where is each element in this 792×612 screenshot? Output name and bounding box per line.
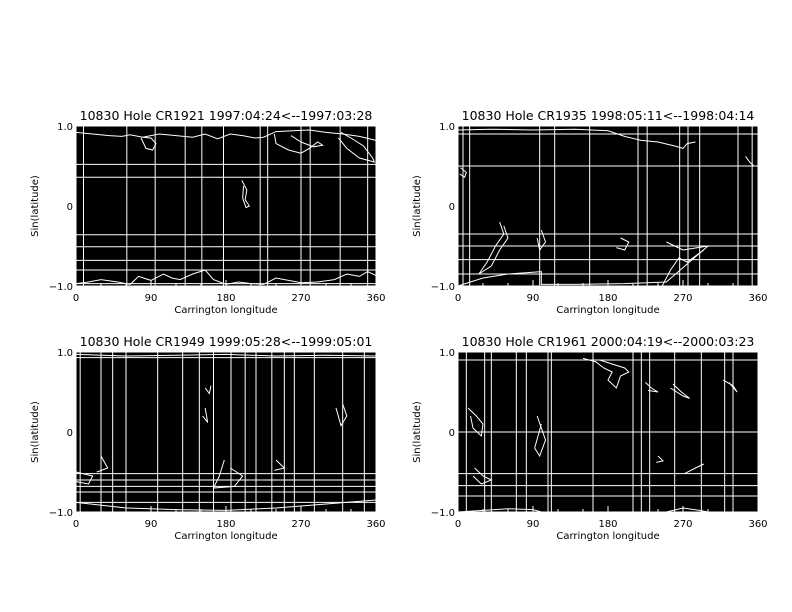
hole-contour bbox=[202, 407, 209, 423]
hole-contour bbox=[582, 357, 630, 389]
x-axis-label: Carrington longitude bbox=[174, 305, 277, 316]
x-tick-label: 0 bbox=[73, 293, 79, 304]
x-tick-label: 270 bbox=[291, 293, 310, 304]
y-tick-label: −1.0 bbox=[49, 508, 73, 519]
y-tick-label: 1.0 bbox=[439, 122, 455, 133]
hole-contour bbox=[467, 407, 484, 438]
x-tick-label: 360 bbox=[748, 519, 767, 530]
x-tick-label: 90 bbox=[145, 293, 158, 304]
hole-contour bbox=[616, 237, 630, 251]
hole-contour bbox=[722, 379, 738, 393]
hole-contour bbox=[534, 415, 547, 458]
y-axis-label: Sin(latitude) bbox=[30, 401, 41, 463]
hole-contour bbox=[645, 382, 659, 393]
panel-title: 10830 Hole CR1921 1997:04:24<--1997:03:2… bbox=[80, 108, 373, 123]
hole-contour bbox=[745, 156, 755, 167]
hole-contour bbox=[96, 455, 109, 473]
y-axis-label: Sin(latitude) bbox=[30, 175, 41, 237]
hole-contour bbox=[457, 241, 710, 287]
hole-contour bbox=[459, 167, 467, 178]
hole-contour bbox=[75, 269, 377, 285]
y-tick-label: 0 bbox=[449, 428, 455, 439]
hole-contour bbox=[457, 128, 696, 149]
x-tick-label: 360 bbox=[366, 293, 385, 304]
x-tick-label: 90 bbox=[145, 519, 158, 530]
hole-contour bbox=[684, 463, 705, 475]
hole-contour bbox=[75, 129, 377, 141]
hole-contour bbox=[274, 459, 286, 471]
y-tick-label: 1.0 bbox=[57, 348, 73, 359]
x-tick-label: 270 bbox=[291, 519, 310, 530]
y-tick-label: 1.0 bbox=[439, 348, 455, 359]
panel-title: 10830 Hole CR1949 1999:05:28<--1999:05:0… bbox=[80, 334, 373, 349]
x-tick-label: 180 bbox=[216, 519, 235, 530]
x-tick-label: 360 bbox=[366, 519, 385, 530]
plot-area bbox=[458, 126, 758, 286]
panel-title: 10830 Hole CR1935 1998:05:11<--1998:04:1… bbox=[462, 108, 755, 123]
x-tick-label: 180 bbox=[598, 293, 617, 304]
x-axis-label: Carrington longitude bbox=[174, 531, 277, 542]
y-tick-label: 1.0 bbox=[57, 122, 73, 133]
x-tick-label: 270 bbox=[673, 293, 692, 304]
y-tick-label: −1.0 bbox=[49, 282, 73, 293]
hole-contour bbox=[656, 455, 665, 463]
x-tick-label: 180 bbox=[598, 519, 617, 530]
x-tick-label: 90 bbox=[527, 519, 540, 530]
hole-contour bbox=[75, 471, 94, 485]
hole-contour bbox=[457, 508, 542, 513]
y-axis-label: Sin(latitude) bbox=[412, 401, 423, 463]
plot-area bbox=[76, 352, 376, 512]
x-tick-label: 90 bbox=[527, 293, 540, 304]
hole-contour bbox=[335, 403, 348, 427]
hole-contour bbox=[273, 133, 325, 154]
x-tick-label: 180 bbox=[216, 293, 235, 304]
hole-contour bbox=[661, 249, 705, 287]
y-axis-label: Sin(latitude) bbox=[412, 175, 423, 237]
hole-contour bbox=[140, 136, 157, 151]
x-tick-label: 270 bbox=[673, 519, 692, 530]
y-tick-label: 0 bbox=[67, 428, 73, 439]
hole-contour bbox=[241, 180, 251, 209]
x-tick-label: 0 bbox=[455, 519, 461, 530]
x-axis-label: Carrington longitude bbox=[556, 305, 659, 316]
x-tick-label: 360 bbox=[748, 293, 767, 304]
hole-contour bbox=[204, 385, 212, 395]
hole-contour bbox=[666, 507, 709, 513]
x-tick-label: 0 bbox=[73, 519, 79, 530]
hole-contour bbox=[212, 459, 244, 489]
y-tick-label: −1.0 bbox=[431, 282, 455, 293]
y-tick-label: −1.0 bbox=[431, 508, 455, 519]
x-axis-label: Carrington longitude bbox=[556, 531, 659, 542]
hole-contour bbox=[536, 229, 547, 252]
hole-contour bbox=[472, 467, 493, 485]
hole-contour bbox=[478, 221, 509, 275]
y-tick-label: 0 bbox=[449, 202, 455, 213]
y-tick-label: 0 bbox=[67, 202, 73, 213]
panel-title: 10830 Hole CR1961 2000:04:19<--2000:03:2… bbox=[462, 334, 755, 349]
x-tick-label: 0 bbox=[455, 293, 461, 304]
hole-contour bbox=[670, 383, 690, 399]
hole-contour bbox=[75, 353, 377, 357]
plot-area bbox=[76, 126, 376, 286]
hole-contour bbox=[338, 131, 376, 163]
